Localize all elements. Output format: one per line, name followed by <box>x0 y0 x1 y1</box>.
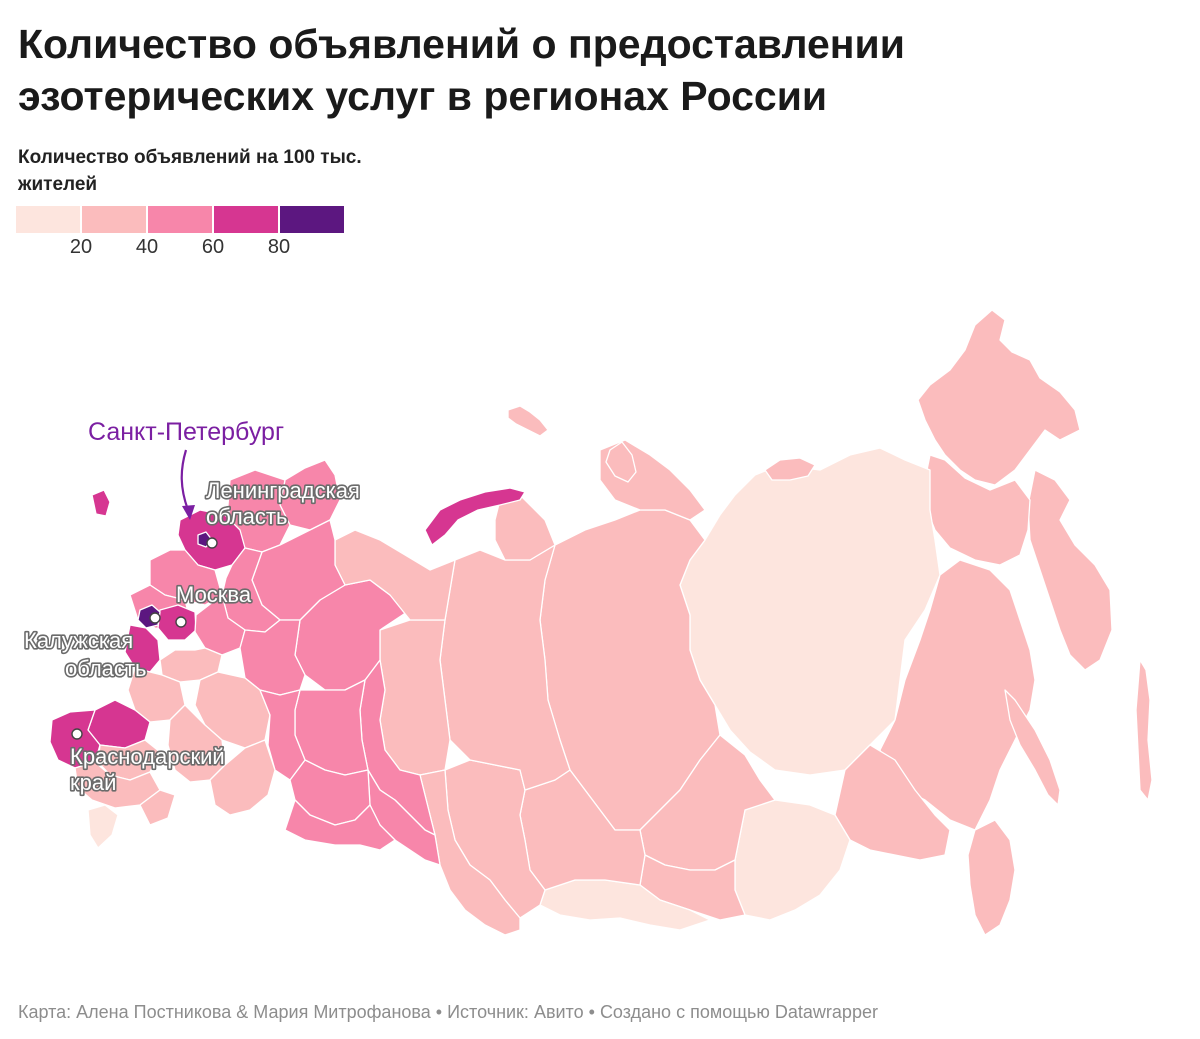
legend-tick-40: 40 <box>135 236 159 258</box>
legend-swatch-80-plus <box>280 206 344 233</box>
region-sakhalin[interactable] <box>1004 689 1061 806</box>
region-yamal-peninsula[interactable] <box>494 489 556 561</box>
footer-map-credit: Карта: Алена Постникова & Мария Митрофан… <box>18 1002 431 1022</box>
label-kaluga-line2: область <box>65 656 146 681</box>
region-orenburg[interactable] <box>284 799 396 851</box>
legend-tick-20: 20 <box>69 236 93 258</box>
region-nenets[interactable] <box>334 529 456 621</box>
region-tatarstan-samara[interactable] <box>259 689 306 781</box>
legend-swatch-60-80 <box>214 206 278 233</box>
footer-created-with[interactable]: Создано с помощью Datawrapper <box>599 1002 878 1022</box>
spb-arrow-head <box>182 505 195 520</box>
region-kamchatka[interactable] <box>1027 469 1113 671</box>
marker-krasnodar[interactable] <box>71 728 83 740</box>
map-title: Количество объявлений о предоставлении э… <box>18 21 905 119</box>
label-spb: Санкт-Петербург <box>88 418 284 446</box>
region-dagestan[interactable] <box>139 789 176 826</box>
label-leningrad-line1: Ленинградская <box>206 478 360 503</box>
legend-title: Количество объявлений на 100 тыс. жителе… <box>18 147 362 195</box>
region-new-siberian[interactable] <box>764 457 816 481</box>
region-chukotka[interactable] <box>917 309 1081 486</box>
legend-tick-60: 60 <box>201 236 225 258</box>
footer-credits: Карта: Алена Постникова & Мария Митрофан… <box>18 1002 878 1023</box>
legend-swatch-40-60 <box>148 206 212 233</box>
footer-source: Источник: Авито <box>447 1002 584 1022</box>
legend-color-scale <box>16 206 346 233</box>
label-leningrad-line2: область <box>206 504 287 529</box>
legend-ticks: 20 40 60 80 <box>16 234 356 264</box>
region-volgograd[interactable] <box>167 704 226 783</box>
legend-tick-80: 80 <box>267 236 291 258</box>
region-kaluga[interactable] <box>124 624 161 673</box>
spb-arrow <box>180 449 190 511</box>
marker-moscow[interactable] <box>175 616 187 628</box>
legend-swatch-0-20 <box>16 206 80 233</box>
marker-leningrad[interactable] <box>206 537 218 549</box>
label-moscow: Москва <box>176 582 252 607</box>
label-krasnodar-line1: Краснодарский <box>70 744 225 769</box>
region-crimea[interactable] <box>87 804 119 849</box>
region-zabaikal[interactable] <box>734 799 851 921</box>
region-astrakhan-kalmykia[interactable] <box>209 739 276 816</box>
region-khmao[interactable] <box>379 619 451 776</box>
region-severnaya-zemlya[interactable] <box>605 441 637 483</box>
region-omsk[interactable] <box>419 769 521 936</box>
footer-sep-1: • <box>430 1002 448 1022</box>
marker-kaluga[interactable] <box>149 612 161 624</box>
region-kaliningrad[interactable] <box>91 489 111 517</box>
region-khabarovsk[interactable] <box>879 559 1036 831</box>
russia-regions-map: Санкт-Петербург Ленинградская область Мо… <box>22 309 1153 936</box>
region-primorye[interactable] <box>967 819 1016 936</box>
region-novaya-zemlya[interactable] <box>424 487 526 546</box>
region-kurils[interactable] <box>1135 659 1153 801</box>
label-kaluga-line1: Калужская <box>24 628 133 653</box>
footer-sep-2: • <box>583 1002 600 1022</box>
label-krasnodar-line2: край <box>70 770 116 795</box>
region-franz-josef[interactable] <box>507 405 549 437</box>
legend-swatch-20-40 <box>82 206 146 233</box>
